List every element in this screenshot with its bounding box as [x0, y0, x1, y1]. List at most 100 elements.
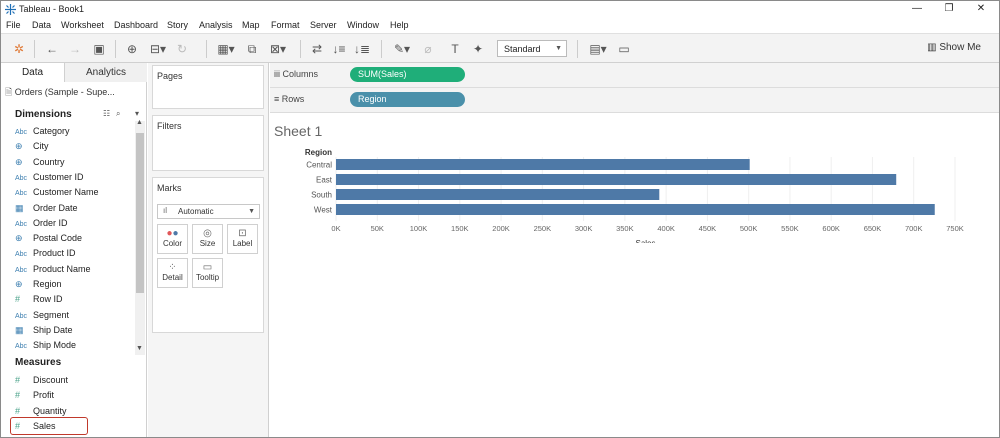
- swap-rows-columns-icon[interactable]: ⇄: [311, 42, 323, 56]
- field-label: Product Name: [33, 263, 91, 274]
- dimension-country[interactable]: ⊕ Country: [15, 157, 65, 171]
- dimension-row-id[interactable]: # Row ID: [15, 294, 63, 308]
- dimension-category[interactable]: Abc Category: [15, 126, 70, 140]
- string-icon: Abc: [15, 266, 28, 274]
- x-tick-label: 200K: [492, 224, 510, 233]
- show-cards-icon[interactable]: ▤▾: [589, 42, 607, 56]
- color-button[interactable]: ●● Color: [157, 224, 188, 254]
- string-icon: Abc: [15, 174, 28, 182]
- dimension-postal-code[interactable]: ⊕ Postal Code: [15, 233, 82, 247]
- close-icon[interactable]: ✕: [976, 3, 986, 14]
- sort-ascending-icon[interactable]: ↓≡: [332, 42, 346, 56]
- bar-central[interactable]: [336, 159, 750, 170]
- dimension-region[interactable]: ⊕ Region: [15, 279, 62, 293]
- dimension-segment[interactable]: Abc Segment: [15, 310, 69, 324]
- dimension-city[interactable]: ⊕ City: [15, 141, 49, 155]
- chevron-down-icon[interactable]: ▾: [135, 109, 140, 118]
- group-members-icon[interactable]: ⌀: [424, 42, 432, 56]
- refresh-icon[interactable]: ↻: [176, 42, 188, 56]
- bar-west[interactable]: [336, 204, 935, 215]
- number-icon: #: [15, 390, 21, 401]
- measure-sales[interactable]: # Sales: [15, 421, 56, 435]
- new-worksheet-icon[interactable]: ▦▾: [217, 42, 235, 56]
- bar-south[interactable]: [336, 189, 660, 200]
- label-label: Label: [232, 239, 253, 248]
- new-datasource-icon[interactable]: ⊕: [126, 42, 138, 56]
- fix-axes-icon[interactable]: ✦: [472, 42, 484, 56]
- scrollbar-thumb[interactable]: [136, 133, 144, 293]
- dimension-ship-date[interactable]: ▦ Ship Date: [15, 325, 73, 339]
- highlight-icon[interactable]: ✎▾: [393, 42, 411, 56]
- menu-file[interactable]: File: [6, 20, 21, 30]
- menu-story[interactable]: Story: [167, 20, 189, 30]
- show-me-icon: ▥: [927, 42, 937, 53]
- rows-shelf[interactable]: ≡ Rows Region: [270, 88, 999, 113]
- menu-server[interactable]: Server: [310, 20, 337, 30]
- restore-icon[interactable]: ❐: [944, 3, 954, 14]
- duplicate-sheet-icon[interactable]: ⧉: [247, 42, 257, 56]
- columns-shelf[interactable]: iii Columns SUM(Sales): [270, 63, 999, 88]
- pages-card[interactable]: Pages: [152, 65, 264, 109]
- x-tick-label: 550K: [781, 224, 799, 233]
- clear-sheet-icon[interactable]: ⊠▾: [269, 42, 287, 56]
- label-button[interactable]: ⊡ Label: [227, 224, 258, 254]
- number-icon: #: [15, 375, 21, 385]
- menu-window[interactable]: Window: [347, 20, 380, 30]
- tooltip-button[interactable]: ▭ Tooltip: [192, 258, 223, 288]
- dimension-order-id[interactable]: Abc Order ID: [15, 218, 68, 232]
- mark-type-dropdown[interactable]: ıl Automatic ▼: [157, 204, 260, 219]
- menu-help[interactable]: Help: [390, 20, 409, 30]
- measure-quantity[interactable]: # Quantity: [15, 406, 67, 420]
- chevron-down-icon: ▼: [248, 208, 255, 215]
- save-icon[interactable]: ▣: [93, 42, 105, 56]
- show-mark-labels-icon[interactable]: T: [451, 42, 459, 56]
- scroll-up-icon[interactable]: ▲: [136, 119, 143, 126]
- size-button[interactable]: ◎ Size: [192, 224, 223, 254]
- sheet-title[interactable]: Sheet 1: [274, 123, 323, 139]
- sort-descending-icon[interactable]: ↓≣: [353, 42, 371, 56]
- undo-icon[interactable]: ←: [46, 42, 58, 56]
- menu-analysis[interactable]: Analysis: [199, 20, 233, 30]
- redo-icon[interactable]: →: [69, 42, 81, 56]
- search-icon[interactable]: ⌕: [116, 109, 121, 118]
- dimension-order-date[interactable]: ▦ Order Date: [15, 203, 78, 217]
- x-tick-label: 400K: [657, 224, 675, 233]
- filters-card[interactable]: Filters: [152, 115, 264, 171]
- show-me-button[interactable]: ▥ Show Me: [927, 42, 981, 53]
- dimension-customer-id[interactable]: Abc Customer ID: [15, 172, 84, 186]
- dimension-product-id[interactable]: Abc Product ID: [15, 248, 76, 262]
- dimension-product-name[interactable]: Abc Product Name: [15, 264, 91, 278]
- columns-shelf-label: iii Columns: [274, 69, 318, 79]
- menu-data[interactable]: Data: [32, 20, 52, 30]
- tableau-home-icon[interactable]: ✲: [13, 42, 25, 56]
- measure-discount[interactable]: # Discount: [15, 375, 68, 389]
- tab-data[interactable]: Data: [1, 63, 65, 82]
- region-pill[interactable]: Region: [350, 92, 465, 107]
- field-label: Profit: [33, 390, 55, 401]
- sum-sales-pill[interactable]: SUM(Sales): [350, 67, 465, 82]
- detail-icon: ⁘: [168, 262, 177, 273]
- detail-button[interactable]: ⁘ Detail: [157, 258, 188, 288]
- minimize-icon[interactable]: —: [912, 3, 922, 14]
- presentation-mode-icon[interactable]: ▭: [618, 42, 630, 56]
- menu-dashboard[interactable]: Dashboard: [114, 20, 159, 30]
- number-icon: #: [15, 294, 21, 305]
- scroll-down-icon[interactable]: ▼: [136, 345, 143, 352]
- menu-map[interactable]: Map: [242, 20, 260, 30]
- x-tick-label: 300K: [575, 224, 593, 233]
- datasource-item[interactable]: 🗎 Orders (Sample - Supe...: [5, 85, 115, 101]
- fit-dropdown[interactable]: Standard ▼: [497, 40, 567, 57]
- dimension-ship-mode[interactable]: Abc Ship Mode: [15, 340, 76, 354]
- bar-east[interactable]: [336, 174, 897, 185]
- measure-profit[interactable]: # Profit: [15, 390, 54, 404]
- calendar-icon: ▦: [15, 324, 24, 335]
- field-label: City: [33, 141, 49, 152]
- dimensions-scrollbar[interactable]: ▲ ▼: [135, 119, 145, 355]
- menu-format[interactable]: Format: [271, 20, 300, 30]
- dimension-customer-name[interactable]: Abc Customer Name: [15, 187, 99, 201]
- field-label: Order ID: [33, 217, 68, 228]
- menu-worksheet[interactable]: Worksheet: [61, 20, 104, 30]
- view-toggle-icon[interactable]: ☷: [103, 109, 111, 118]
- tab-analytics[interactable]: Analytics: [65, 63, 147, 82]
- pause-updates-icon[interactable]: ⊟▾: [149, 42, 167, 56]
